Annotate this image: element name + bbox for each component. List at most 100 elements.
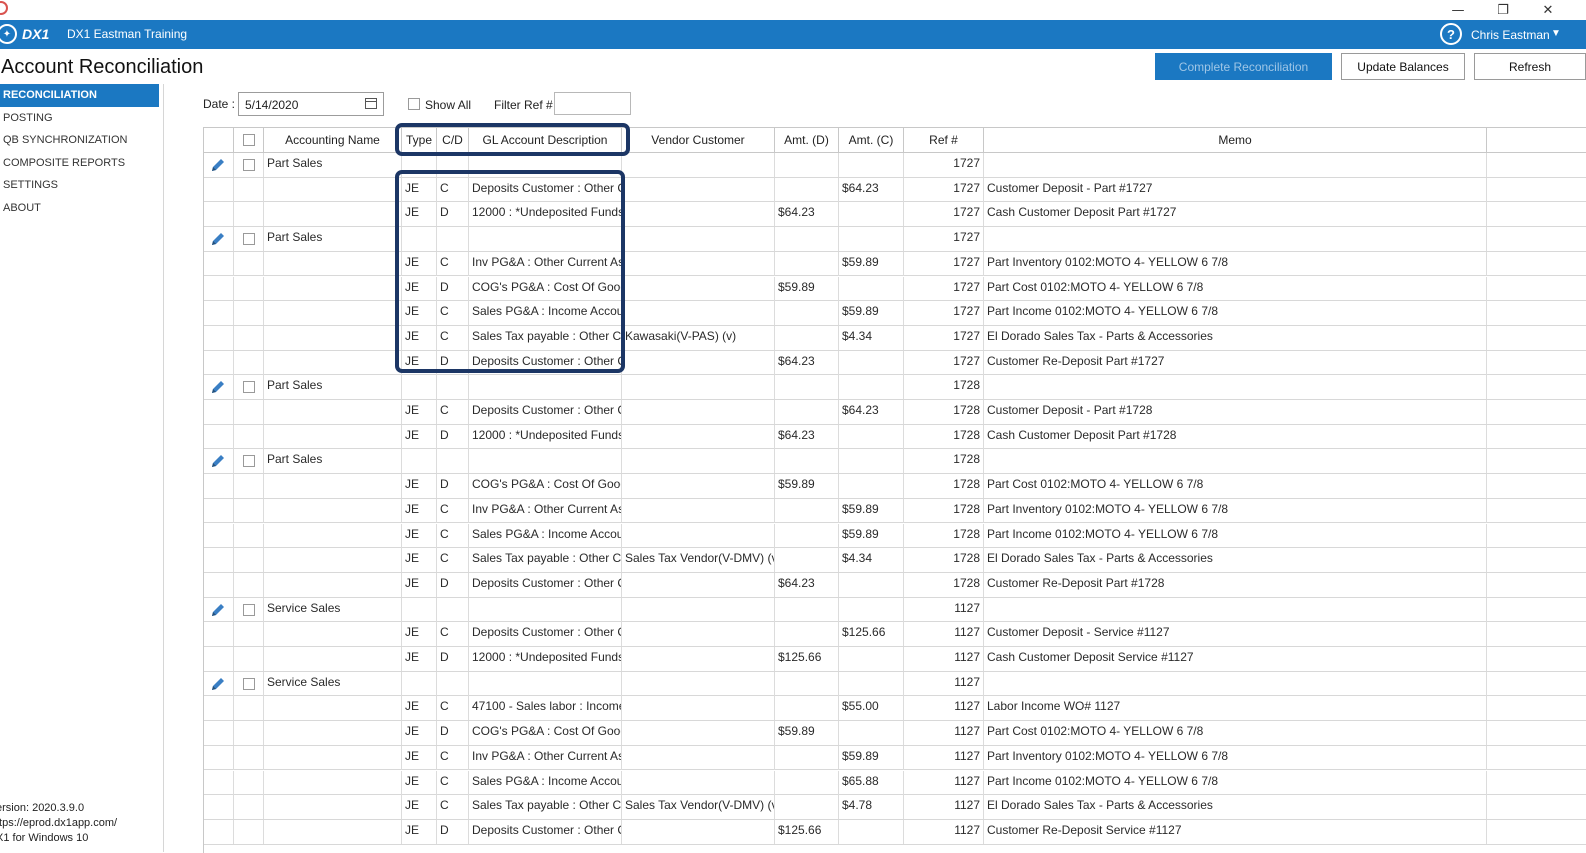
sidebar-item-qb-synchronization[interactable]: QB SYNCHRONIZATION [3,134,128,146]
grid-header: Accounting Name Type C/D GL Account Desc… [204,128,1586,153]
vendor-customer-cell [622,251,775,276]
gl-account-cell: Inv PG&A : Other Current Asset [469,251,622,276]
row-checkbox[interactable] [243,603,255,616]
filler-cell [1487,227,1586,251]
pencil-icon[interactable] [209,601,227,619]
sidebar-item-posting[interactable]: POSTING [3,111,53,124]
group-row[interactable]: Part Sales 1728 [204,449,1586,475]
gl-account-cell: Deposits Customer : Other Current [469,819,622,844]
minimize-button[interactable]: — [1451,2,1465,18]
group-row[interactable]: Service Sales 1127 [204,597,1586,623]
column-header-cd[interactable]: C/D [437,128,469,152]
ref-cell: 1727 [904,251,984,276]
table-row[interactable]: JE C Sales PG&A : Income Account $59.89 1727… [204,301,1586,326]
calendar-icon[interactable] [365,98,377,109]
group-row[interactable]: Part Sales 1727 [204,153,1586,178]
column-header-amt-c[interactable]: Amt. (C) [839,128,904,152]
edit-cell [204,721,234,746]
filler-cell [1487,326,1586,350]
restore-button[interactable]: ❐ [1497,2,1509,18]
gl-account-cell: Inv PG&A : Other Current Asset [469,745,622,770]
table-row[interactable]: JE D 12000 : *Undeposited Funds $125.66 1127… [204,647,1586,672]
type-cell: JE [402,498,437,523]
edit-cell [204,325,234,350]
row-checkbox[interactable] [243,159,255,171]
row-checkbox[interactable] [243,677,255,690]
memo-cell [984,597,1487,622]
edit-cell [204,498,234,523]
select-all-checkbox[interactable] [243,134,255,146]
sidebar-item-reconciliation[interactable]: RECONCILIATION [0,84,159,107]
close-button[interactable]: ✕ [1542,2,1554,18]
sidebar-item-composite-reports[interactable]: COMPOSITE REPORTS [3,156,126,169]
update-balances-button[interactable]: Update Balances [1341,53,1465,80]
help-icon[interactable]: ? [1440,23,1462,45]
column-header-accounting-name[interactable]: Accounting Name [264,128,402,152]
pencil-icon[interactable] [209,452,227,470]
amt-d-cell [775,325,839,350]
column-header-amt-d[interactable]: Amt. (D) [775,128,839,152]
show-all-checkbox[interactable] [408,98,420,110]
user-menu[interactable]: Chris Eastman [1471,28,1550,42]
group-row[interactable]: Part Sales 1728 [204,375,1586,400]
sidebar-item-settings[interactable]: SETTINGS [3,179,59,191]
sidebar-item-about[interactable]: ABOUT [3,201,41,214]
pencil-icon[interactable] [209,378,227,396]
pencil-icon[interactable] [209,230,227,248]
cd-cell: D [437,276,469,301]
table-row[interactable]: JE D 12000 : *Undeposited Funds $64.23 1728 C… [204,424,1586,450]
memo-cell: El Dorado Sales Tax - Parts & Accessorie… [984,795,1487,820]
row-checkbox[interactable] [243,455,255,468]
edit-cell [204,572,234,597]
refresh-button[interactable]: Refresh [1474,53,1586,80]
amt-d-cell [775,400,839,424]
column-header-ref[interactable]: Ref # [904,128,984,152]
complete-reconciliation-button[interactable]: Complete Reconciliation [1155,53,1332,80]
type-cell: JE [402,523,437,548]
amt-c-cell [839,671,904,696]
table-row[interactable]: JE D 12000 : *Undeposited Funds $64.23 1727 C… [204,202,1586,228]
edit-cell [204,202,234,227]
table-row[interactable]: JE C Sales PG&A : Income Account $59.89 1728… [204,523,1586,549]
amt-d-cell: $59.89 [775,721,839,746]
pencil-icon[interactable] [209,156,227,174]
filler-cell [1487,647,1586,671]
date-field[interactable]: 5/14/2020 [238,92,384,116]
column-header-memo[interactable]: Memo [984,128,1487,152]
memo-cell: Part Cost 0102:MOTO 4- YELLOW 6 7/8 [984,721,1487,746]
amt-c-cell: $4.78 [839,795,904,820]
gl-account-cell: Sales PG&A : Income Account [469,301,622,326]
row-checkbox[interactable] [243,381,255,394]
chevron-down-icon[interactable]: ▼ [1551,28,1561,39]
column-header-vendor-customer[interactable]: Vendor Customer [622,128,775,152]
table-row[interactable]: JE C Sales PG&A : Income Account $65.88 1127… [204,770,1586,796]
type-cell [402,227,437,252]
column-header-type[interactable]: Type [402,128,437,152]
accounting-name-cell [264,647,402,671]
type-cell: JE [402,745,437,770]
pencil-icon[interactable] [209,675,227,693]
group-row[interactable]: Part Sales 1727 [204,227,1586,252]
group-row[interactable]: Service Sales 1127 [204,671,1586,697]
column-header-gl-account-description[interactable]: GL Account Description [469,128,622,152]
row-checkbox[interactable] [243,233,255,246]
filter-ref-input[interactable] [554,92,631,115]
edit-cell [204,301,234,326]
cd-cell: C [437,622,469,647]
